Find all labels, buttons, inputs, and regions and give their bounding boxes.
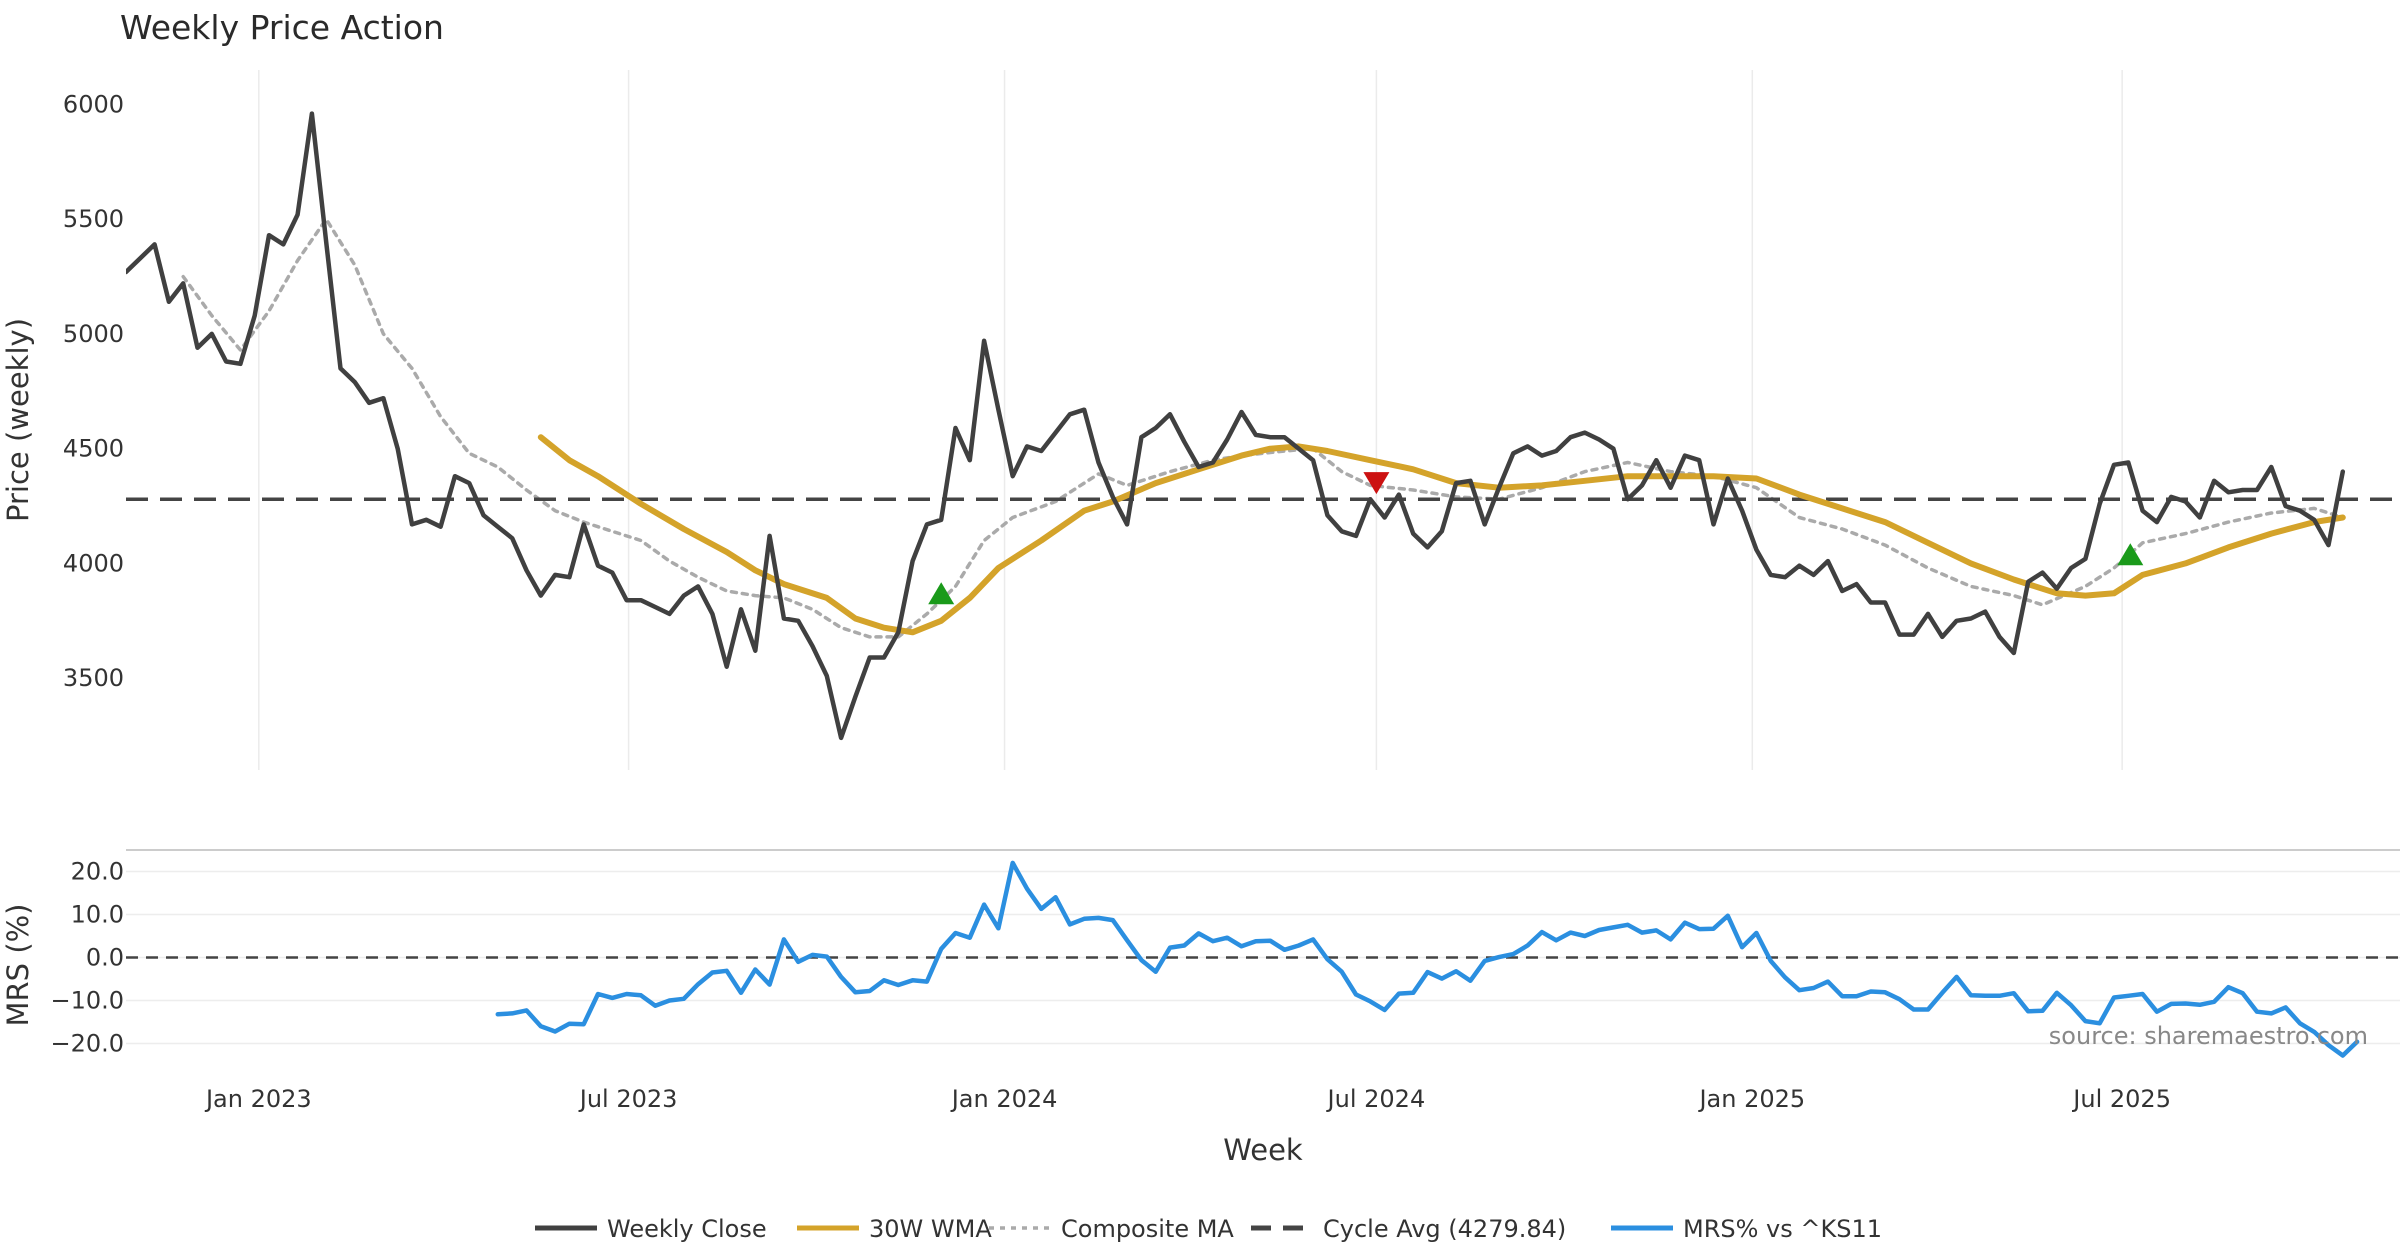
mrs-y-ticks: −20.0 −10.0 0.0 10.0 20.0 <box>50 858 124 1058</box>
sell-signal-marker <box>1363 472 1390 495</box>
price-gridlines <box>258 70 2123 770</box>
price-series-layer <box>126 111 2400 741</box>
legend-item: Weekly Close <box>535 1215 767 1243</box>
mrs-y-tick-label: 20.0 <box>71 858 124 886</box>
legend-label: MRS% vs ^KS11 <box>1683 1215 1882 1243</box>
series-30w-wma <box>537 434 2346 636</box>
legend-item: Composite MA <box>989 1215 1234 1243</box>
legend-item: 30W WMA <box>797 1215 992 1243</box>
x-axis-label: Week <box>1223 1133 1303 1167</box>
x-tick-label: Jul 2024 <box>1326 1085 1426 1113</box>
mrs-y-tick-label: 10.0 <box>71 901 124 929</box>
price-y-tick-label: 6000 <box>63 90 124 118</box>
mrs-y-tick-label: −20.0 <box>50 1030 124 1058</box>
price-y-axis-label: Price (weekly) <box>1 318 35 522</box>
mrs-y-axis-label: MRS (%) <box>1 904 35 1027</box>
x-tick-label: Jul 2025 <box>2071 1085 2171 1113</box>
legend-label: Weekly Close <box>607 1215 767 1243</box>
series-composite-ma <box>181 217 2345 639</box>
legend-label: Composite MA <box>1061 1215 1234 1243</box>
price-y-tick-label: 4000 <box>63 549 124 577</box>
buy-signal-marker <box>928 582 955 605</box>
x-ticks: Jan 2023 Jul 2023 Jan 2024 Jul 2024 Jan 2025… <box>204 1085 2171 1113</box>
legend-label: Cycle Avg (4279.84) <box>1323 1215 1566 1243</box>
mrs-y-tick-label: 0.0 <box>86 944 124 972</box>
x-tick-label: Jul 2023 <box>578 1085 678 1113</box>
legend: Weekly Close 30W WMA Composite MA Cycle Avg… <box>535 1215 1882 1243</box>
x-tick-label: Jan 2025 <box>1697 1085 1805 1113</box>
price-y-ticks: 3500 4000 4500 5000 5500 6000 <box>63 90 124 692</box>
price-y-tick-label: 4500 <box>63 435 124 463</box>
legend-label: 30W WMA <box>869 1215 992 1243</box>
mrs-series-layer <box>126 860 2400 1058</box>
price-y-tick-label: 5500 <box>63 205 124 233</box>
series-weekly-close <box>126 111 2346 741</box>
source-annotation: source: sharemaestro.com <box>2049 1022 2368 1050</box>
signal-markers <box>928 472 2144 605</box>
chart-title: Weekly Price Action <box>120 8 444 47</box>
price-y-tick-label: 3500 <box>63 664 124 692</box>
mrs-y-tick-label: −10.0 <box>50 987 124 1015</box>
x-tick-label: Jan 2024 <box>950 1085 1058 1113</box>
buy-signal-marker <box>2117 543 2144 566</box>
price-y-tick-label: 5000 <box>63 320 124 348</box>
series-mrs <box>495 860 2360 1058</box>
legend-item: Cycle Avg (4279.84) <box>1251 1215 1566 1243</box>
legend-item: MRS% vs ^KS11 <box>1611 1215 1882 1243</box>
x-tick-label: Jan 2023 <box>204 1085 312 1113</box>
